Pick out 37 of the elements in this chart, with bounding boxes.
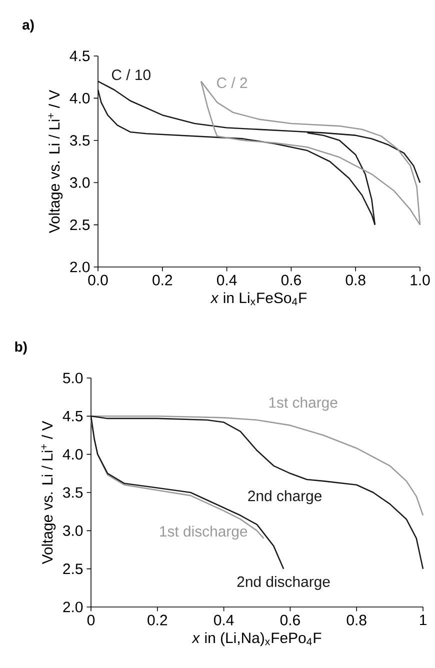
y-tick-label: 2.5 <box>63 564 83 574</box>
x-tick-label: 0.4 <box>214 614 234 626</box>
y-tick-label: 4.0 <box>62 449 83 460</box>
x-tick-label: 0.2 <box>148 614 168 626</box>
y-axis-title: Voltage vs. Li / Li$^{+}$ / V <box>48 90 63 234</box>
chart-title: b) <box>15 342 27 354</box>
x-tick-label: 0.8 <box>346 274 366 286</box>
x-tick-label: 0.4 <box>216 274 237 286</box>
y-axis-title: Voltage vs. Li / Li$^{+}$ / V <box>41 420 56 564</box>
x-tick-label: 0.6 <box>281 274 301 286</box>
y-tick-label: 4.5 <box>62 410 83 422</box>
x-tick-label: 0.8 <box>346 614 366 626</box>
y-tick-label: 3.5 <box>70 135 90 146</box>
x-tick-label: 1.0 <box>410 274 430 286</box>
x-axis-title: x in Li$_{x}$FeSo$_{4}$F <box>210 292 307 306</box>
series-label: 2nd charge <box>248 490 322 504</box>
y-tick-label: 3.0 <box>63 525 83 536</box>
x-tick-label: 0.0 <box>88 274 108 286</box>
y-tick-label: 4.0 <box>70 92 90 104</box>
y-tick-label: 3.0 <box>70 177 90 188</box>
x-tick-label: 0.6 <box>280 614 300 626</box>
series-label: C / 2 <box>217 77 248 88</box>
series-label: C / 10 <box>112 69 150 80</box>
series-label: 2nd discharge <box>237 576 330 590</box>
series-label: 1st charge <box>269 396 338 411</box>
x-tick-label: 1 <box>420 614 426 626</box>
y-tick-label: 2.0 <box>63 602 83 612</box>
y-tick-label: 2.0 <box>70 262 90 272</box>
y-tick-label: 3.5 <box>63 487 83 498</box>
y-tick-label: 2.5 <box>70 220 90 230</box>
series-label: 1st discharge <box>160 526 248 540</box>
x-tick-label: 0.2 <box>152 274 172 286</box>
chart-title: a) <box>22 19 34 32</box>
y-tick-label: 5.0 <box>63 372 83 384</box>
x-tick-label: 0 <box>87 614 95 626</box>
x-axis-title: x in (Li,Na)$_{x}$FePo$_{4}$F <box>192 632 322 646</box>
y-tick-label: 4.5 <box>70 50 90 62</box>
